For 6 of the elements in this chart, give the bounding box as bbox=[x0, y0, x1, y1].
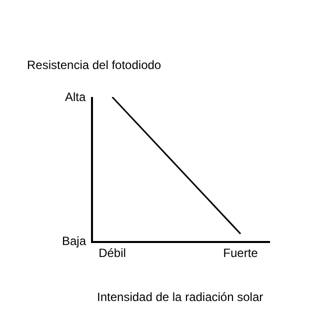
text: Baja bbox=[62, 234, 86, 248]
x-tick-label: Fuerte bbox=[223, 246, 258, 260]
text: Alta bbox=[65, 90, 86, 104]
x-tick-label: Débil bbox=[98, 246, 126, 260]
x-axis-title: Intensidad de la radiación solar bbox=[97, 290, 264, 304]
y-axis-title: Resistencia del fotodiodo bbox=[27, 58, 162, 72]
